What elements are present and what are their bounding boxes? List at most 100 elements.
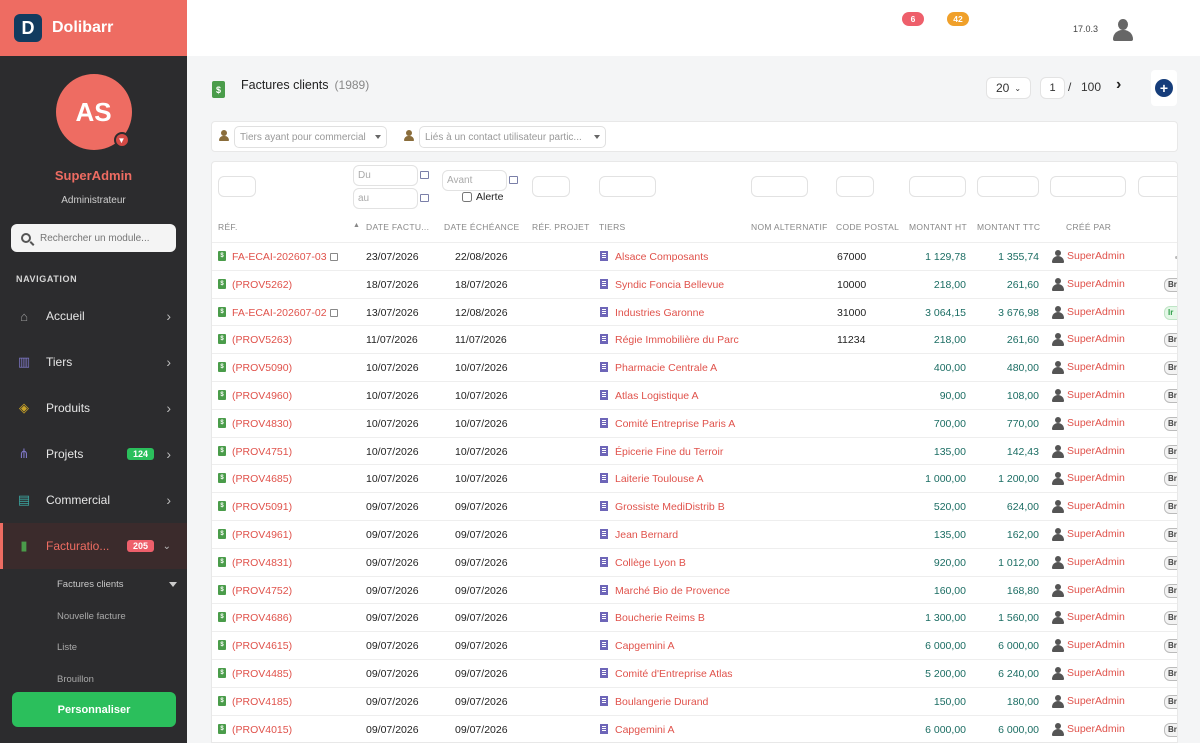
- tiers-link[interactable]: Jean Bernard: [615, 529, 679, 541]
- invoice-ref-link[interactable]: (PROV4015): [232, 723, 293, 736]
- sidebar-item-2[interactable]: ◈ Produits ›: [0, 385, 187, 431]
- creator-link[interactable]: SuperAdmin: [1067, 472, 1125, 485]
- note-icon[interactable]: [329, 253, 338, 261]
- brand-header[interactable]: D Dolibarr: [0, 0, 187, 56]
- calendar-icon[interactable]: [420, 171, 429, 179]
- creator-link[interactable]: SuperAdmin: [1067, 250, 1125, 262]
- invoice-ref-link[interactable]: (PROV4185): [232, 695, 293, 708]
- table-row[interactable]: $ FA-ECAI-202607-02 13/07/2026 12/08/2026 In…: [212, 297, 1177, 326]
- calendar-icon[interactable]: [509, 176, 518, 184]
- user-avatar[interactable]: AS ▼: [55, 74, 132, 150]
- tiers-link[interactable]: Laiterie Toulouse A: [615, 473, 704, 486]
- invoice-ref-link[interactable]: (PROV4615): [232, 640, 293, 653]
- sort-asc-icon[interactable]: ▲: [353, 222, 361, 229]
- invoice-ref-link[interactable]: (PROV4752): [232, 584, 293, 597]
- module-search[interactable]: [11, 224, 176, 252]
- sidebar-item-1[interactable]: ▥ Tiers ›: [0, 339, 187, 385]
- sidebar-item-3[interactable]: ⋔ Projets 124 ›: [0, 431, 187, 477]
- status-filter-input[interactable]: [1138, 176, 1177, 197]
- invoice-ref-link[interactable]: (PROV5091): [232, 501, 293, 514]
- sidebar-subitem-0[interactable]: Factures clients: [0, 569, 187, 601]
- creator-link[interactable]: SuperAdmin: [1067, 361, 1125, 374]
- creator-link[interactable]: SuperAdmin: [1067, 305, 1125, 318]
- invoice-ref-link[interactable]: (PROV4830): [232, 417, 293, 430]
- creator-link[interactable]: SuperAdmin: [1067, 444, 1125, 457]
- col-ref-projet[interactable]: RÉF. PROJET: [532, 222, 590, 232]
- tiers-link[interactable]: Industries Garonne: [615, 306, 705, 319]
- creator-link[interactable]: SuperAdmin: [1067, 500, 1125, 513]
- creator-link[interactable]: SuperAdmin: [1067, 611, 1125, 624]
- date-from-input[interactable]: Du: [353, 165, 418, 186]
- project-filter-input[interactable]: [532, 176, 570, 197]
- col-code-postal[interactable]: CODE POSTAL: [836, 222, 900, 232]
- zip-filter-input[interactable]: [836, 176, 874, 197]
- tiers-link[interactable]: Épicerie Fine du Terroir: [615, 445, 724, 458]
- amount-ht-filter-input[interactable]: [909, 176, 966, 197]
- new-invoice-button[interactable]: +: [1151, 70, 1177, 106]
- invoice-ref-link[interactable]: (PROV4485): [232, 668, 293, 680]
- table-row[interactable]: $ (PROV4685) 10/07/2026 10/07/2026 Laiterie …: [212, 464, 1177, 492]
- user-avatar-icon[interactable]: [1112, 19, 1134, 43]
- sidebar-item-4[interactable]: ▤ Commercial ›: [0, 477, 187, 523]
- table-row[interactable]: $ (PROV5262) 18/07/2026 18/07/2026 Syndic Fo…: [212, 269, 1177, 298]
- tiers-link[interactable]: Grossiste MediDistrib B: [615, 501, 725, 514]
- tiers-link[interactable]: Capgemini A: [615, 723, 675, 736]
- note-icon[interactable]: [329, 308, 338, 317]
- invoice-ref-link[interactable]: FA-ECAI-202607-02: [232, 307, 338, 319]
- alt-name-filter-input[interactable]: [751, 176, 808, 197]
- contact-filter-select[interactable]: Liés à un contact utilisateur partic...: [419, 126, 606, 148]
- sidebar-item-0[interactable]: ⌂ Accueil ›: [0, 293, 187, 339]
- table-row[interactable]: $ (PROV5263) 11/07/2026 11/07/2026 Régie Imm…: [212, 325, 1177, 353]
- table-row[interactable]: $ (PROV4961) 09/07/2026 09/07/2026 Jean Bern…: [212, 520, 1177, 548]
- table-row[interactable]: $ (PROV4960) 10/07/2026 10/07/2026 Atlas Log…: [212, 381, 1177, 409]
- col-montant-ht[interactable]: MONTANT HT: [909, 222, 967, 232]
- table-row[interactable]: $ (PROV4752) 09/07/2026 09/07/2026 Marché Bi…: [212, 575, 1177, 604]
- table-row[interactable]: $ (PROV4830) 10/07/2026 10/07/2026 Comité En…: [212, 408, 1177, 437]
- creator-link[interactable]: SuperAdmin: [1067, 639, 1125, 652]
- invoice-ref-link[interactable]: (PROV5262): [232, 278, 293, 291]
- page-number-input[interactable]: 1: [1040, 77, 1065, 99]
- table-row[interactable]: $ (PROV4615) 09/07/2026 09/07/2026 Capgemini…: [212, 631, 1177, 659]
- invoice-ref-link[interactable]: (PROV4686): [232, 612, 293, 625]
- alert-checkbox-row[interactable]: Alerte: [462, 191, 503, 203]
- tiers-link[interactable]: Syndic Foncia Bellevue: [615, 278, 725, 291]
- creator-link[interactable]: SuperAdmin: [1067, 667, 1125, 679]
- due-before-input[interactable]: Avant: [442, 170, 507, 191]
- tiers-link[interactable]: Pharmacie Centrale A: [615, 362, 718, 375]
- table-row[interactable]: $ (PROV5090) 10/07/2026 10/07/2026 Pharmacie…: [212, 353, 1177, 381]
- creator-link[interactable]: SuperAdmin: [1067, 389, 1125, 401]
- invoice-ref-link[interactable]: (PROV5263): [232, 334, 293, 347]
- invoice-ref-link[interactable]: (PROV4960): [232, 390, 293, 402]
- commercial-filter-select[interactable]: Tiers ayant pour commercial: [234, 126, 387, 148]
- table-row[interactable]: $ (PROV4831) 09/07/2026 09/07/2026 Collège L…: [212, 547, 1177, 576]
- table-row[interactable]: $ (PROV4015) 09/07/2026 09/07/2026 Capgemini…: [212, 714, 1177, 742]
- creator-link[interactable]: SuperAdmin: [1067, 555, 1125, 568]
- table-row[interactable]: $ (PROV4751) 10/07/2026 10/07/2026 Épicerie …: [212, 436, 1177, 465]
- ref-filter-input[interactable]: [218, 176, 256, 197]
- date-to-input[interactable]: au: [353, 188, 418, 209]
- creator-link[interactable]: SuperAdmin: [1067, 416, 1125, 429]
- chevron-down-icon[interactable]: ▼: [113, 132, 130, 148]
- calendar-icon[interactable]: [420, 194, 429, 202]
- invoice-ref-link[interactable]: (PROV5090): [232, 362, 293, 375]
- sidebar-subitem-1[interactable]: Nouvelle facture: [57, 610, 126, 622]
- invoice-ref-link[interactable]: FA-ECAI-202607-03: [232, 251, 338, 263]
- creator-link[interactable]: SuperAdmin: [1067, 694, 1125, 707]
- tiers-link[interactable]: Comité Entreprise Paris A: [615, 417, 736, 430]
- creator-link[interactable]: SuperAdmin: [1067, 722, 1125, 735]
- tiers-link[interactable]: Comité d'Entreprise Atlas: [615, 668, 733, 680]
- tiers-link[interactable]: Régie Immobilière du Parc: [615, 334, 739, 347]
- notification-badge-orange[interactable]: 42: [947, 12, 969, 26]
- notification-badge-red[interactable]: 6: [902, 12, 924, 26]
- user-name[interactable]: SuperAdmin: [54, 168, 133, 183]
- creator-link[interactable]: SuperAdmin: [1067, 528, 1125, 540]
- table-row[interactable]: $ (PROV4185) 09/07/2026 09/07/2026 Boulanger…: [212, 686, 1177, 715]
- creator-link[interactable]: SuperAdmin: [1067, 277, 1125, 290]
- creator-link[interactable]: SuperAdmin: [1067, 583, 1125, 596]
- creator-filter-input[interactable]: [1050, 176, 1126, 197]
- tiers-link[interactable]: Boucherie Reims B: [615, 612, 705, 625]
- table-row[interactable]: $ (PROV4485) 09/07/2026 09/07/2026 Comité d'…: [212, 659, 1177, 687]
- amount-ttc-filter-input[interactable]: [977, 176, 1039, 197]
- next-page-button[interactable]: ›: [1116, 76, 1122, 93]
- creator-link[interactable]: SuperAdmin: [1067, 333, 1125, 346]
